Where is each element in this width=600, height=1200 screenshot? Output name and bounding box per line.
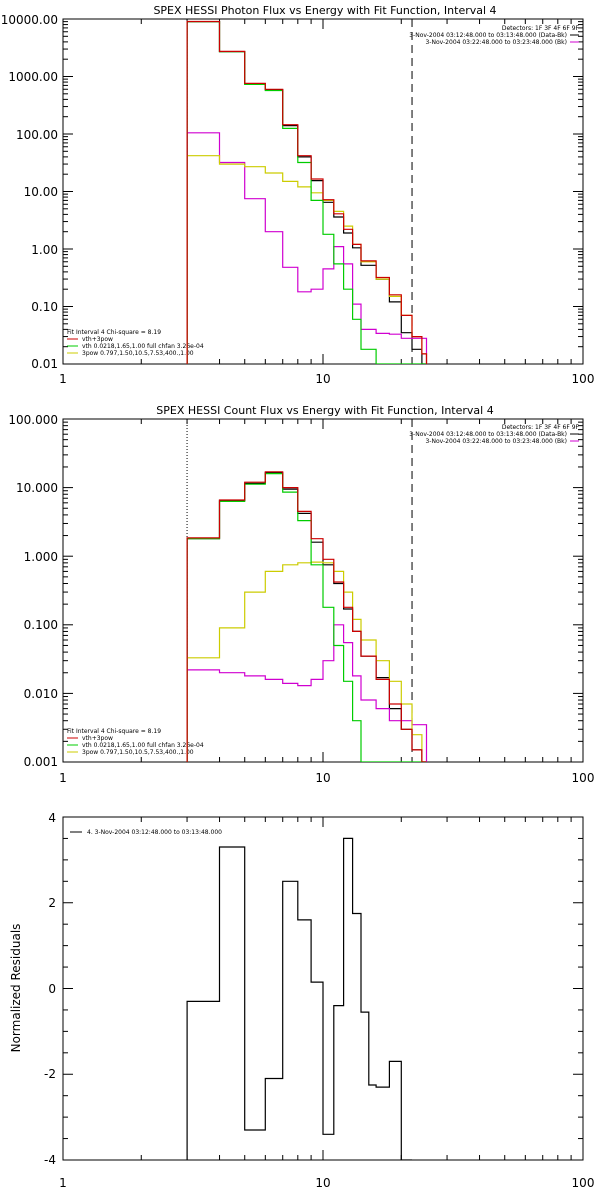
residuals-y-axis-label: Normalized Residuals bbox=[9, 924, 23, 1053]
photon-bk-interval-label: 3-Nov-2004 03:22:48.000 to 03:23:48.000 … bbox=[425, 39, 567, 46]
count-ytick-0.100: 0.100 bbox=[24, 618, 58, 632]
residuals-legend-label: 4. 3-Nov-2004 03:12:48.000 to 03:13:48.0… bbox=[87, 829, 222, 836]
photon-xtick-1: 1 bbox=[59, 372, 67, 386]
count-fit-vth-label: vth 0.0218,1.65,1.00 full chfan 3.26e-04 bbox=[82, 742, 204, 749]
residuals-axis-ticks bbox=[62, 816, 584, 1161]
count-series-4-step-line bbox=[186, 471, 427, 762]
count-flux-panel: SPEX HESSI Count Flux vs Energy with Fit… bbox=[8, 404, 594, 785]
count-xtick-1: 1 bbox=[59, 771, 67, 785]
photon-ytick-1000.00: 1000.00 bbox=[8, 70, 58, 84]
photon-fit-header: Fit Interval 4 Chi-square = 8.19 bbox=[67, 329, 161, 336]
count-plot-area: 1 10 100 0.001 0.010 0.100 1.000 10.000 … bbox=[8, 413, 594, 785]
count-series-3-step-line bbox=[186, 473, 427, 762]
photon-ytick-0.01: 0.01 bbox=[31, 357, 58, 371]
residuals-xtick-100: 100 bbox=[572, 1176, 595, 1190]
residuals-ytick-neg2: -2 bbox=[44, 1067, 56, 1081]
count-legend-fit: Fit Interval 4 Chi-square = 8.19 vth+3po… bbox=[67, 728, 204, 756]
residuals-ytick-0: 0 bbox=[48, 982, 56, 996]
residuals-ytick-2: 2 bbox=[48, 896, 56, 910]
photon-series-4-step-line bbox=[186, 20, 428, 364]
count-data-interval-label: 3-Nov-2004 03:12:48.000 to 03:13:48.000 … bbox=[409, 431, 567, 438]
photon-chart-title: SPEX HESSI Photon Flux vs Energy with Fi… bbox=[153, 4, 496, 17]
count-fit-3pow-label: 3pow 0.797,1.50,10.5,7.53,400.,1.00 bbox=[82, 749, 194, 756]
photon-legend-top: Detectors: 1F 3F 4F 6F 9F 3-Nov-2004 03:… bbox=[409, 25, 579, 46]
photon-plot-area: 1 10 100 0.01 0.10 1.00 10.00 100.00 100… bbox=[1, 13, 595, 386]
count-fit-total-label: vth+3pow bbox=[82, 735, 113, 742]
photon-axis-ticks bbox=[62, 18, 584, 365]
photon-fit-total-label: vth+3pow bbox=[82, 336, 113, 343]
photon-ytick-0.10: 0.10 bbox=[31, 300, 58, 314]
photon-xtick-100: 100 bbox=[572, 372, 595, 386]
photon-detectors-label: Detectors: 1F 3F 4F 6F 9F bbox=[502, 25, 580, 32]
photon-xtick-10: 10 bbox=[315, 372, 330, 386]
residuals-legend: 4. 3-Nov-2004 03:12:48.000 to 03:13:48.0… bbox=[70, 829, 222, 836]
photon-ytick-10.00: 10.00 bbox=[24, 185, 58, 199]
count-ytick-1.000: 1.000 bbox=[24, 550, 58, 564]
count-ytick-100.000: 100.000 bbox=[8, 413, 58, 427]
count-chart-title: SPEX HESSI Count Flux vs Energy with Fit… bbox=[156, 404, 493, 417]
count-axis-ticks bbox=[62, 418, 584, 763]
residuals-panel: 1 10 100 -4 -2 0 2 4 Normalized Residual… bbox=[9, 811, 594, 1190]
photon-series-2-step-line bbox=[186, 155, 428, 364]
residuals-series-0-step-line bbox=[186, 837, 412, 1160]
photon-ytick-1.00: 1.00 bbox=[31, 243, 58, 257]
count-xtick-10: 10 bbox=[315, 771, 330, 785]
count-detectors-label: Detectors: 1F 3F 4F 6F 9F bbox=[502, 424, 580, 431]
count-ytick-0.010: 0.010 bbox=[24, 687, 58, 701]
count-bk-interval-label: 3-Nov-2004 03:22:48.000 to 03:23:48.000 … bbox=[425, 438, 567, 445]
count-ytick-10.000: 10.000 bbox=[16, 481, 58, 495]
count-xtick-100: 100 bbox=[572, 771, 595, 785]
photon-series-group bbox=[186, 20, 428, 364]
residuals-ytick-neg4: -4 bbox=[44, 1153, 56, 1167]
photon-fit-vth-label: vth 0.0218,1.65,1.00 full chfan 3.26e-04 bbox=[82, 343, 204, 350]
photon-series-1-step-line bbox=[186, 132, 428, 364]
residuals-xtick-1: 1 bbox=[59, 1176, 67, 1190]
residuals-series-group bbox=[186, 837, 412, 1160]
count-series-1-step-line bbox=[186, 624, 428, 762]
photon-legend-fit: Fit Interval 4 Chi-square = 8.19 vth+3po… bbox=[67, 329, 204, 357]
residuals-ytick-4: 4 bbox=[48, 811, 56, 825]
count-series-0-step-line bbox=[186, 472, 427, 762]
residuals-plot-area: 1 10 100 -4 -2 0 2 4 Normalized Residual… bbox=[9, 811, 594, 1190]
photon-series-0-step-line bbox=[186, 21, 427, 364]
count-legend-top: Detectors: 1F 3F 4F 6F 9F 3-Nov-2004 03:… bbox=[409, 424, 579, 445]
count-ytick-0.001: 0.001 bbox=[24, 755, 58, 769]
count-fit-header: Fit Interval 4 Chi-square = 8.19 bbox=[67, 728, 161, 735]
photon-flux-panel: SPEX HESSI Photon Flux vs Energy with Fi… bbox=[1, 4, 595, 386]
photon-ytick-10000.00: 10000.00 bbox=[1, 13, 58, 27]
count-series-group bbox=[186, 471, 428, 762]
photon-fit-3pow-label: 3pow 0.797,1.50,10.5,7.53,400.,1.00 bbox=[82, 350, 194, 357]
residuals-xtick-10: 10 bbox=[315, 1176, 330, 1190]
photon-data-interval-label: 3-Nov-2004 03:12:48.000 to 03:13:48.000 … bbox=[409, 32, 567, 39]
photon-ytick-100.00: 100.00 bbox=[16, 128, 58, 142]
photon-series-3-step-line bbox=[186, 21, 427, 364]
count-series-2-step-line bbox=[186, 561, 427, 762]
